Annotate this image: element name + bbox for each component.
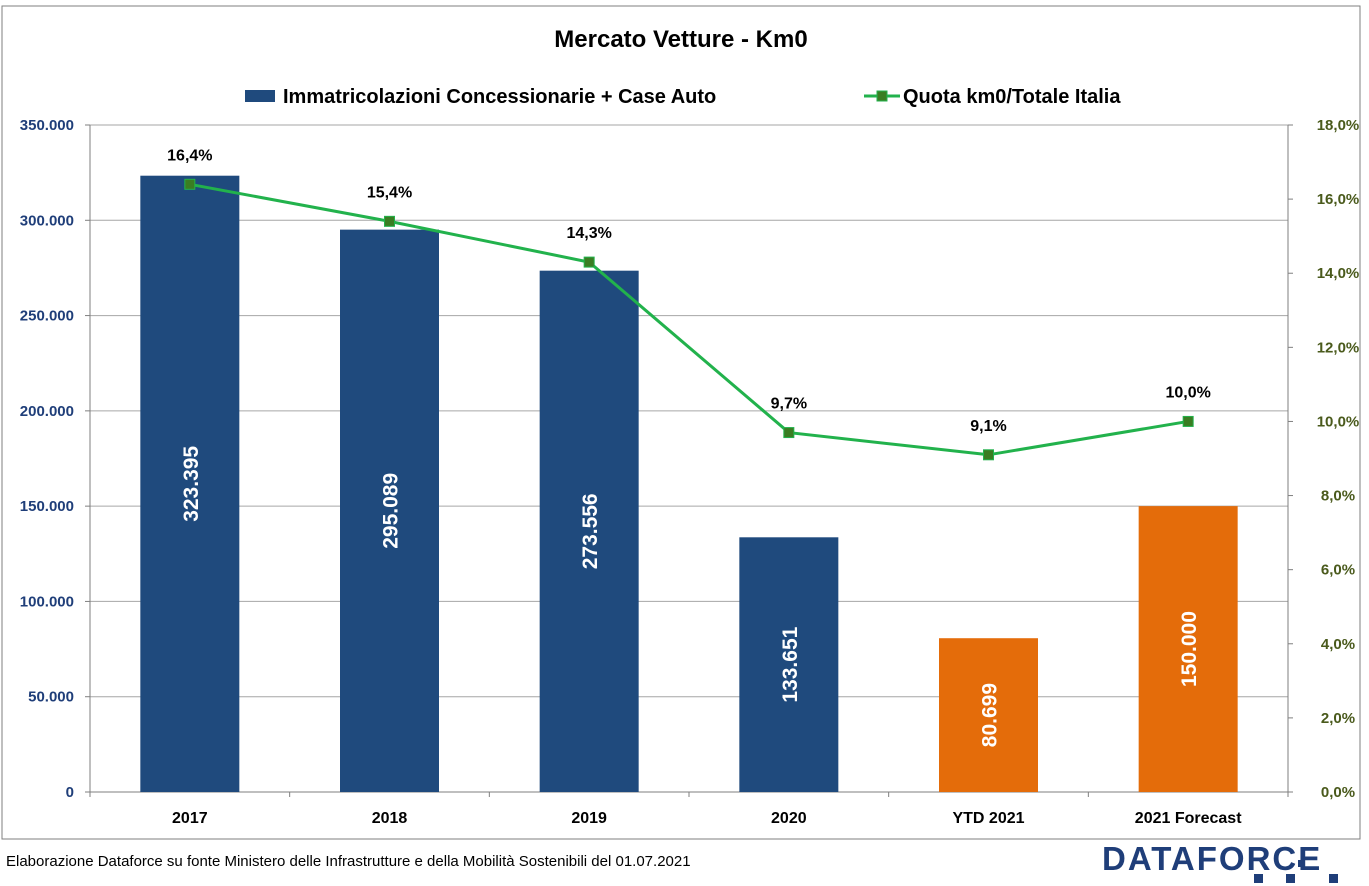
bar — [140, 175, 240, 792]
bar — [739, 537, 839, 792]
y-right-tick-label: 14,0% — [1317, 265, 1360, 282]
y-right-tick-label: 8,0% — [1321, 488, 1355, 505]
line-marker — [1182, 415, 1194, 427]
bar-series: 323.395 295.089 273.556 133.651 80.699 150.00… — [140, 175, 1238, 793]
line-marker — [184, 178, 196, 190]
x-tick-label: 2020 — [771, 810, 807, 827]
logo-dot — [1298, 860, 1305, 867]
legend: Immatricolazioni Concessionarie + Case A… — [245, 86, 1121, 108]
line-data-label: 9,7% — [771, 396, 807, 413]
bar — [340, 229, 439, 793]
bar-data-label: 133.651 — [779, 626, 802, 702]
bar-data-label: 273.556 — [579, 493, 602, 569]
y-right-tick-label: 4,0% — [1321, 636, 1355, 653]
bar-data-label: 150.000 — [1178, 611, 1201, 687]
y-right-tick-label: 2,0% — [1321, 710, 1355, 727]
y-right-tick-label: 6,0% — [1321, 562, 1355, 579]
line-marker — [384, 215, 395, 227]
y-left-tick-label: 0 — [66, 784, 74, 801]
legend-label-line: Quota km0/Totale Italia — [903, 86, 1121, 108]
y-right-tick-label: 18,0% — [1317, 117, 1360, 134]
x-tick-label: 2018 — [372, 810, 408, 827]
bar-data-label: 323.395 — [180, 446, 203, 522]
y-left-tick-label: 50.000 — [28, 689, 74, 706]
bar — [1138, 506, 1238, 792]
y-right-tick-label: 0,0% — [1321, 784, 1355, 801]
line-data-label: 9,1% — [970, 418, 1006, 435]
bar — [939, 638, 1038, 792]
line-path — [189, 182, 1189, 457]
chart-title: Mercato Vetture - Km0 — [554, 26, 807, 53]
line-series: 16,4% 15,4% 14,3% 9,7% 9,1% 10,0% — [167, 147, 1211, 461]
y-right-tick-label: 16,0% — [1317, 191, 1360, 208]
line-marker — [983, 449, 994, 461]
source-note: Elaborazione Dataforce su fonte Minister… — [6, 853, 691, 870]
bar — [539, 270, 639, 792]
bar-data-label: 295.089 — [380, 473, 403, 549]
line-data-label: 16,4% — [167, 147, 212, 164]
legend-label-bars: Immatricolazioni Concessionarie + Case A… — [283, 86, 716, 108]
legend-marker — [876, 90, 888, 102]
y-left-tick-label: 200.000 — [20, 403, 74, 420]
y-left-tick-label: 300.000 — [20, 212, 74, 229]
y-left-tick-label: 250.000 — [20, 308, 74, 325]
y-left-tick-label: 100.000 — [20, 593, 74, 610]
logo-dot — [1286, 874, 1295, 883]
x-tick-label: 2019 — [571, 810, 607, 827]
x-tick-label: 2021 Forecast — [1135, 810, 1242, 827]
line-data-label: 14,3% — [566, 225, 611, 242]
gridlines — [90, 124, 1288, 698]
x-tick-label: 2017 — [172, 810, 208, 827]
brand-logo: DATAFORCE — [1102, 840, 1323, 877]
legend-swatch-bars — [245, 90, 275, 102]
line-marker — [583, 256, 595, 268]
line-data-label: 10,0% — [1165, 384, 1210, 401]
logo-dot — [1329, 874, 1338, 883]
x-tick-label: YTD 2021 — [952, 810, 1024, 827]
logo-dot — [1254, 874, 1263, 883]
y-right-tick-label: 12,0% — [1317, 339, 1360, 356]
line-marker — [783, 427, 795, 439]
y-left-tick-label: 150.000 — [20, 498, 74, 515]
axes: 0 50.000 100.000 150.000 200.000 250.000 300.0… — [20, 117, 1360, 827]
y-left-tick-label: 350.000 — [20, 117, 74, 134]
bar-data-label: 80.699 — [979, 683, 1002, 747]
line-data-label: 15,4% — [367, 184, 412, 201]
y-right-tick-label: 10,0% — [1317, 413, 1360, 430]
